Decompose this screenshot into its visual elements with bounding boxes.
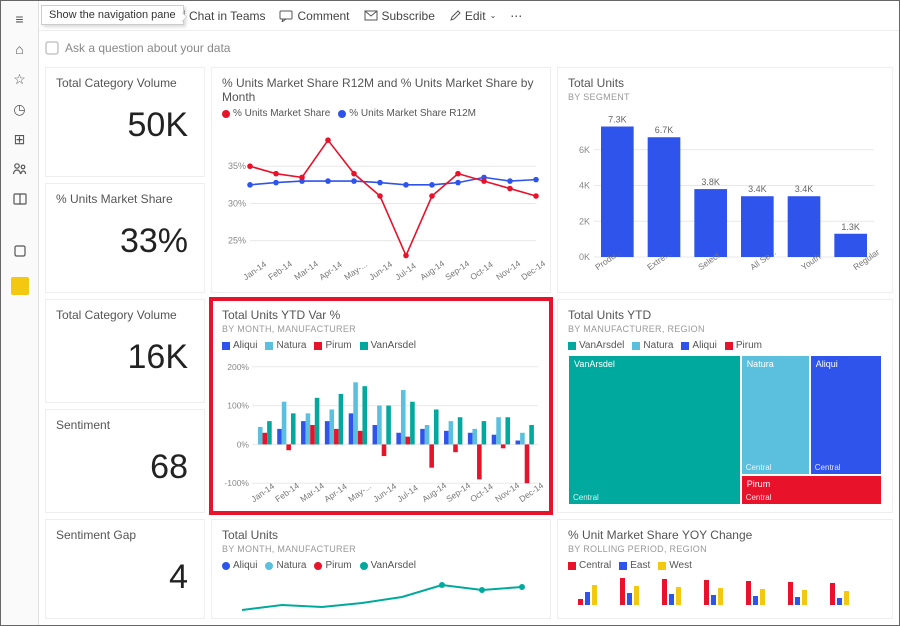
tile-market-share-line[interactable]: % Units Market Share R12M and % Units Ma… (211, 67, 551, 293)
kpi3-title: Total Category Volume (56, 308, 194, 322)
svg-text:2K: 2K (579, 216, 590, 226)
kpi-market-share[interactable]: % Units Market Share 33% (45, 183, 205, 293)
chevron-down-icon: ⌄ (490, 11, 497, 20)
bar-sub: BY SEGMENT (568, 92, 882, 102)
svg-text:0%: 0% (237, 439, 250, 449)
learn-icon[interactable] (12, 191, 28, 207)
kpi-sentiment-gap[interactable]: Sentiment Gap 4 (45, 519, 205, 619)
svg-text:0K: 0K (579, 252, 590, 262)
comment-button[interactable]: Comment (279, 9, 349, 23)
bl-chart (222, 575, 542, 615)
qna-placeholder: Ask a question about your data (65, 41, 230, 55)
ytd-chart: -100% 0% 100% 200% (222, 355, 542, 495)
svg-text:3.8K: 3.8K (701, 177, 720, 187)
edit-button[interactable]: Edit ⌄ (449, 9, 496, 23)
bl-title: Total Units (222, 528, 540, 542)
kpi5-value: 4 (56, 544, 194, 607)
shared-icon[interactable] (12, 161, 28, 177)
kpi2-value: 33% (56, 208, 194, 271)
edit-label: Edit (465, 9, 486, 23)
chat-teams-label: Chat in Teams (189, 9, 265, 23)
svg-text:6.7K: 6.7K (655, 125, 674, 135)
svg-text:100%: 100% (227, 401, 249, 411)
svg-text:4K: 4K (579, 181, 590, 191)
kpi3-value: 16K (56, 324, 194, 387)
sparkle-icon (45, 41, 59, 55)
svg-text:6K: 6K (579, 145, 590, 155)
svg-text:25%: 25% (228, 236, 246, 246)
yoy-sub: BY ROLLING PERIOD, REGION (568, 544, 882, 554)
left-nav: ≡ ⌂ ☆ ◷ ⊞ (1, 1, 39, 625)
comment-label: Comment (297, 9, 349, 23)
workspace-icon[interactable] (12, 243, 28, 259)
bar-title: Total Units (568, 76, 882, 90)
bl-sub: BY MONTH, MANUFACTURER (222, 544, 540, 554)
home-icon[interactable]: ⌂ (12, 41, 28, 57)
yoy-chart (568, 575, 878, 607)
dashboard-content: Total Category Volume 50K % Units Market… (39, 63, 899, 625)
tile-ytd-var[interactable]: Total Units YTD Var % BY MONTH, MANUFACT… (211, 299, 551, 513)
bar-xlabels: Produ...Extre...SelectAll Se...YouthRegu… (594, 263, 874, 273)
kpi5-title: Sentiment Gap (56, 528, 194, 542)
svg-text:35%: 35% (228, 161, 246, 171)
line-chart: 25% 30% 35% (222, 123, 542, 273)
star-icon[interactable]: ☆ (12, 71, 28, 87)
svg-text:3.4K: 3.4K (795, 184, 814, 194)
kpi1-title: Total Category Volume (56, 76, 194, 90)
menu-icon[interactable]: ≡ (12, 11, 28, 27)
kpi1-value: 50K (56, 92, 194, 155)
qna-bar[interactable]: Ask a question about your data (45, 37, 891, 59)
tile-total-units-line[interactable]: Total Units BY MONTH, MANUFACTURER Aliqu… (211, 519, 551, 619)
kpi4-value: 68 (56, 434, 194, 497)
tm-legend: VanArsdelNaturaAliquiPirum (568, 340, 882, 351)
more-button[interactable]: ⋯ (510, 9, 522, 23)
yoy-title: % Unit Market Share YOY Change (568, 528, 882, 542)
ytd-title: Total Units YTD Var % (222, 308, 540, 322)
kpi2-title: % Units Market Share (56, 192, 194, 206)
svg-text:3.4K: 3.4K (748, 184, 767, 194)
line-legend: % Units Market Share% Units Market Share… (222, 108, 540, 119)
recent-icon[interactable]: ◷ (12, 101, 28, 117)
tile-treemap[interactable]: Total Units YTD BY MANUFACTURER, REGION … (557, 299, 893, 513)
subscribe-label: Subscribe (382, 9, 435, 23)
tm-sub: BY MANUFACTURER, REGION (568, 324, 882, 334)
ytd-sub: BY MONTH, MANUFACTURER (222, 324, 540, 334)
line-xlabels: Jan-14Feb-14Mar-14Apr-14May-...Jun-14Jul… (242, 273, 542, 283)
kpi-total-category-volume-2[interactable]: Total Category Volume 16K (45, 299, 205, 403)
tile-yoy-change[interactable]: % Unit Market Share YOY Change BY ROLLIN… (557, 519, 893, 619)
bl-legend: AliquiNaturaPirumVanArsdel (222, 560, 540, 571)
powerbi-icon[interactable] (11, 277, 29, 295)
nav-tooltip: Show the navigation pane (41, 5, 184, 25)
svg-text:7.3K: 7.3K (608, 115, 627, 125)
kpi-sentiment[interactable]: Sentiment 68 (45, 409, 205, 513)
svg-text:30%: 30% (228, 198, 246, 208)
svg-text:1.3K: 1.3K (841, 222, 860, 232)
ytd-legend: AliquiNaturaPirumVanArsdel (222, 340, 540, 351)
tm-title: Total Units YTD (568, 308, 882, 322)
ytd-xlabels: Jan-14Feb-14Mar-14Apr-14May-...Jun-14Jul… (250, 495, 540, 505)
bar-chart: 0K 2K 4K 6K 7.3K 6.7K 3.8K 3.4K 3.4K 1.3K (568, 108, 878, 263)
apps-icon[interactable]: ⊞ (12, 131, 28, 147)
subscribe-button[interactable]: Subscribe (364, 9, 435, 23)
line-title: % Units Market Share R12M and % Units Ma… (222, 76, 540, 104)
yoy-legend: CentralEastWest (568, 560, 882, 571)
kpi-total-category-volume[interactable]: Total Category Volume 50K (45, 67, 205, 177)
tile-total-units-bar[interactable]: Total Units BY SEGMENT 0K 2K 4K 6K 7.3K 6.7K 3… (557, 67, 893, 293)
svg-text:200%: 200% (227, 362, 249, 372)
kpi4-title: Sentiment (56, 418, 194, 432)
treemap-chart: VanArsdelCentralNaturaCentralAliquiCentr… (568, 355, 882, 505)
svg-text:-100%: -100% (224, 478, 249, 488)
